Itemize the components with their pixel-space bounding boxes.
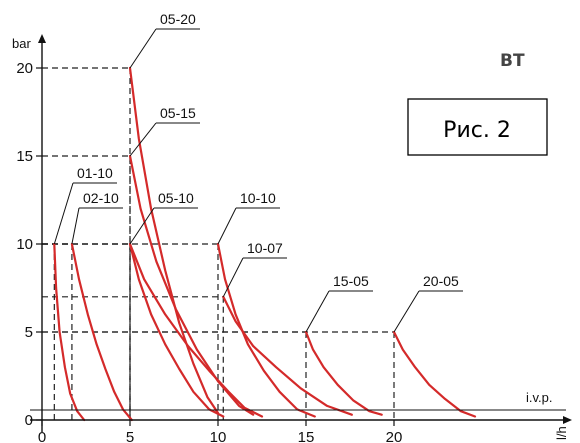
- series-label: 05-10: [158, 190, 194, 206]
- curves: [53, 66, 477, 422]
- y-axis-arrow: [38, 34, 46, 43]
- series-labels: 05-20 05-15 01-10 02-10 05-10 10-10 10-07 15-05…: [53, 11, 463, 333]
- series-label: 10-10: [240, 190, 276, 206]
- x-tick-label: 10: [210, 429, 227, 443]
- curve-05-10: [128, 242, 264, 418]
- curve-10-10: [216, 242, 316, 418]
- series-label: 01-10: [77, 165, 113, 181]
- label-leader: [129, 122, 157, 157]
- series-label: 05-15: [160, 105, 196, 121]
- x-axis-label: l/h: [554, 426, 569, 440]
- x-tick-label: 20: [386, 429, 403, 443]
- series-label: 10-07: [247, 240, 283, 256]
- y-tick-label: 10: [16, 236, 33, 253]
- y-axis-label: bar: [12, 36, 31, 51]
- x-axis-arrow: [563, 416, 572, 424]
- label-leader: [129, 207, 155, 245]
- curve-05-10: [128, 242, 225, 418]
- figure-label-box: [407, 98, 548, 156]
- curve-10-07: [222, 295, 353, 416]
- figure-label: Рис. 2: [443, 118, 511, 143]
- label-leader: [393, 290, 420, 333]
- dashed-guides: [42, 67, 395, 420]
- label-leader: [71, 207, 80, 245]
- curve-05-15: [128, 154, 255, 416]
- label-leader: [217, 207, 237, 245]
- x-tick-label: 0: [38, 429, 46, 443]
- curve-15-05: [304, 330, 383, 416]
- label-leader: [129, 28, 157, 69]
- x-tick-label: 5: [126, 429, 134, 443]
- bt-badge: BT: [500, 51, 525, 71]
- y-tick-label: 20: [16, 60, 33, 77]
- label-leader: [305, 290, 330, 333]
- x-tick-label: 15: [298, 429, 315, 443]
- curve-05-20: [128, 66, 220, 415]
- y-tick-label: 5: [25, 324, 33, 341]
- curve-20-05: [392, 330, 477, 418]
- series-label: 05-20: [160, 11, 196, 27]
- y-tick-label: 15: [16, 148, 33, 165]
- y-tick-label: 0: [25, 412, 33, 429]
- axes: 0 5 10 15 20 0 5 10 15 20: [16, 34, 572, 443]
- label-leader: [53, 182, 74, 245]
- curve-02-10: [70, 242, 133, 422]
- label-leader: [222, 257, 244, 298]
- series-label: 20-05: [423, 273, 459, 289]
- series-label: 15-05: [333, 273, 369, 289]
- x-baseline-label: i.v.p.: [526, 390, 553, 405]
- series-label: 02-10: [83, 190, 119, 206]
- curve-01-10: [53, 242, 86, 422]
